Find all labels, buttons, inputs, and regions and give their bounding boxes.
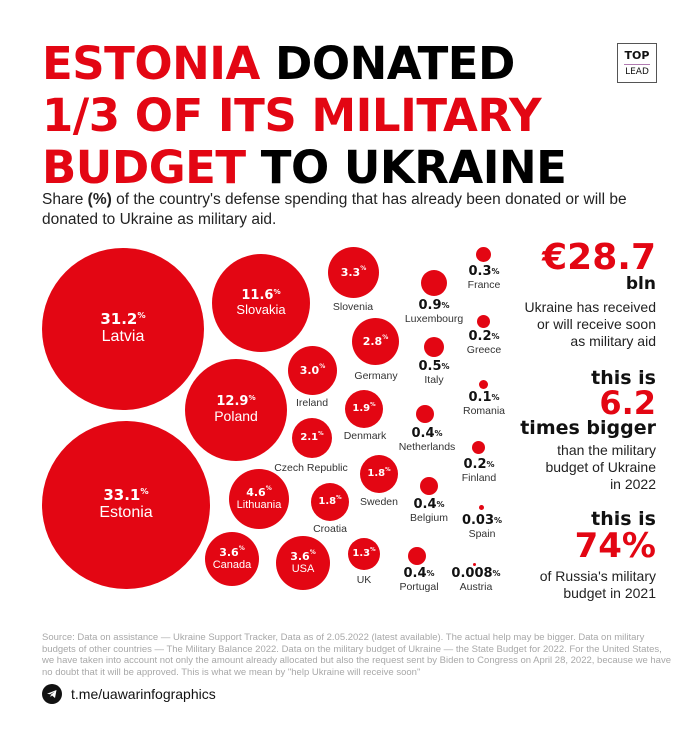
bubble-slovenia: 3.3% [328, 247, 379, 298]
page-title: ESTONIA DONATED 1/3 OF ITS MILITARY BUDG… [42, 37, 567, 194]
title-line-3: BUDGET TO UKRAINE [42, 141, 567, 194]
label-sweden: Sweden [360, 496, 398, 508]
label-portugal: 0.4% Portugal [399, 566, 439, 594]
bubble-portugal [408, 547, 426, 565]
bubble-croatia: 1.8% [311, 483, 349, 521]
title-line-2: 1/3 OF ITS MILITARY [42, 89, 542, 142]
bubble-uk: 1.3% [348, 538, 380, 570]
bubble-italy [424, 337, 444, 357]
stat-russia-share: this is 74% of Russia's military budget … [539, 508, 656, 601]
source-note: Source: Data on assistance — Ukraine Sup… [42, 632, 671, 678]
label-germany: Germany [354, 370, 398, 382]
label-slovenia: Slovenia [332, 301, 374, 313]
label-netherlands: 0.4% Netherlands [398, 426, 456, 454]
label-croatia: Croatia [313, 523, 347, 535]
bubble-czech-republic: 2.1% [292, 418, 332, 458]
label-uk: UK [356, 574, 372, 586]
bubble-latvia: 31.2% Latvia [42, 248, 204, 410]
stat-times-bigger: this is 6.2 times bigger than the milita… [520, 367, 656, 492]
bubble-estonia: 33.1% Estonia [42, 421, 210, 589]
bubble-belgium [420, 477, 438, 495]
telegram-link[interactable]: t.me/uawarinfographics [71, 686, 216, 702]
top-lead-logo: TOP LEAD [617, 43, 657, 83]
bubble-denmark: 1.9% [345, 390, 383, 428]
label-austria: 0.008% Austria [451, 566, 501, 594]
bubble-netherlands [416, 405, 434, 423]
stat-total-aid: €28.7 bln Ukraine has received or will r… [524, 237, 656, 350]
label-france: 0.3% France [467, 264, 501, 292]
label-luxembourg: 0.9% Luxembourg [404, 298, 464, 326]
label-spain: 0.03% Spain [461, 513, 503, 541]
label-italy: 0.5% Italy [418, 359, 450, 387]
title-line-1: ESTONIA DONATED [42, 37, 515, 90]
bubble-ireland: 3.0% [288, 346, 337, 395]
bubble-spain [479, 505, 484, 510]
bubble-lithuania: 4.6% Lithuania [229, 469, 289, 529]
footer: t.me/uawarinfographics [42, 684, 216, 704]
label-czech-republic: Czech Republic [274, 462, 348, 474]
bubble-greece [477, 315, 490, 328]
label-greece: 0.2% Greece [466, 329, 502, 357]
bubble-luxembourg [421, 270, 447, 296]
label-denmark: Denmark [343, 430, 387, 442]
logo-divider [624, 64, 650, 65]
label-ireland: Ireland [295, 397, 329, 409]
bubble-romania [479, 380, 488, 389]
label-belgium: 0.4% Belgium [410, 497, 448, 525]
bubble-finland [472, 441, 485, 454]
bubble-sweden: 1.8% [360, 455, 398, 493]
label-romania: 0.1% Romania [462, 390, 506, 418]
telegram-icon [42, 684, 62, 704]
bubble-austria [473, 563, 476, 566]
bubble-canada: 3.6% Canada [205, 532, 259, 586]
bubble-france [476, 247, 491, 262]
label-finland: 0.2% Finland [461, 457, 497, 485]
bubble-poland: 12.9% Poland [185, 359, 287, 461]
bubble-usa: 3.6% USA [276, 536, 330, 590]
subtitle: Share (%) of the country's defense spend… [42, 191, 627, 228]
bubble-slovakia: 11.6% Slovakia [212, 254, 310, 352]
bubble-germany: 2.8% [352, 318, 399, 365]
